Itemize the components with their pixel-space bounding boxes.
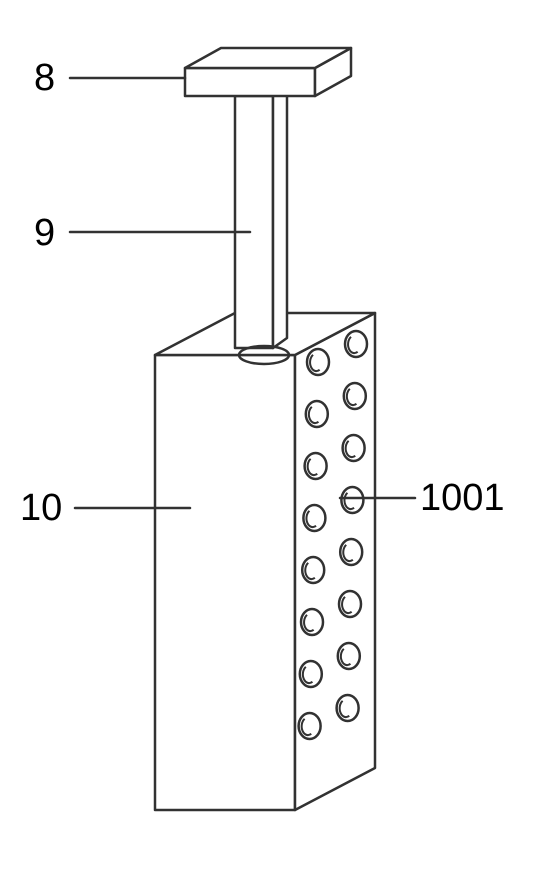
svg-text:9: 9 bbox=[34, 212, 55, 254]
svg-text:1001: 1001 bbox=[420, 477, 505, 519]
svg-text:10: 10 bbox=[20, 487, 62, 529]
svg-text:8: 8 bbox=[34, 57, 55, 99]
